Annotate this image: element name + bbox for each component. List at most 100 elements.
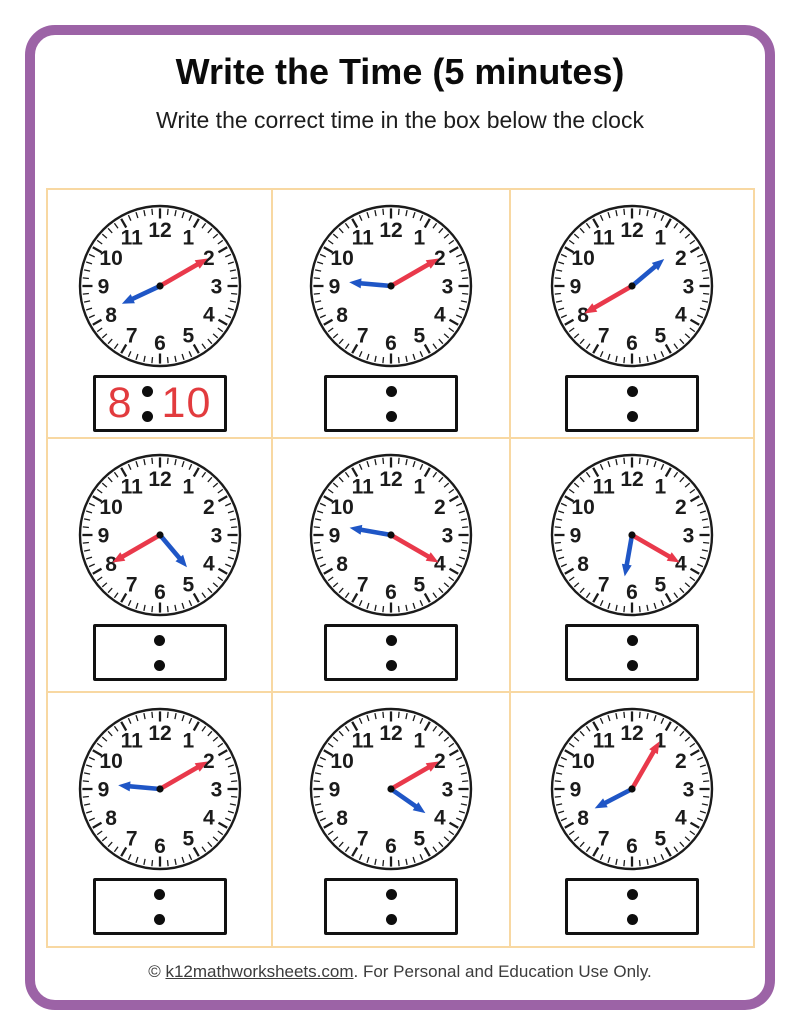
svg-text:4: 4: [675, 553, 687, 576]
svg-text:2: 2: [675, 750, 687, 773]
svg-text:12: 12: [148, 468, 171, 491]
svg-text:9: 9: [97, 525, 109, 548]
svg-text:3: 3: [210, 779, 222, 802]
svg-text:10: 10: [99, 247, 122, 270]
svg-text:4: 4: [434, 553, 446, 576]
svg-text:2: 2: [434, 750, 446, 773]
answer-box[interactable]: 8 10: [92, 375, 227, 432]
svg-text:2: 2: [675, 496, 687, 519]
svg-text:9: 9: [329, 779, 341, 802]
page-subtitle: Write the correct time in the box below …: [156, 107, 644, 133]
svg-text:6: 6: [626, 835, 638, 858]
svg-text:5: 5: [413, 324, 425, 347]
colon-icon: [385, 385, 397, 422]
colon-icon: [626, 385, 638, 422]
svg-text:3: 3: [442, 779, 454, 802]
clock-cell: 1 2 3 4 5 6 7 8 9 10 11 12: [511, 190, 753, 439]
svg-text:3: 3: [210, 525, 222, 548]
svg-text:11: 11: [593, 730, 616, 753]
colon-icon: [626, 634, 638, 671]
svg-text:7: 7: [598, 573, 610, 596]
svg-text:8: 8: [577, 553, 589, 576]
footer-suffix: . For Personal and Education Use Only.: [353, 962, 652, 981]
svg-text:11: 11: [593, 476, 616, 499]
svg-text:1: 1: [654, 227, 666, 250]
svg-text:1: 1: [413, 227, 425, 250]
svg-text:6: 6: [154, 835, 166, 858]
svg-text:4: 4: [434, 304, 446, 327]
copyright-symbol: ©: [148, 962, 166, 981]
worksheet-page: Write the Time (5 minutes) Write the cor…: [25, 25, 775, 1010]
svg-text:11: 11: [120, 227, 143, 250]
colon-icon: [385, 888, 397, 925]
colon-icon: [154, 634, 165, 671]
colon-icon: [141, 385, 153, 422]
svg-text:7: 7: [357, 573, 369, 596]
svg-text:11: 11: [352, 730, 375, 753]
answer-box[interactable]: [92, 878, 227, 935]
svg-text:7: 7: [125, 573, 137, 596]
svg-text:6: 6: [154, 332, 166, 355]
svg-text:9: 9: [329, 525, 341, 548]
svg-text:5: 5: [182, 324, 194, 347]
svg-text:7: 7: [598, 827, 610, 850]
svg-text:3: 3: [210, 276, 222, 299]
svg-text:6: 6: [154, 581, 166, 604]
svg-text:11: 11: [593, 227, 616, 250]
svg-text:11: 11: [120, 476, 143, 499]
svg-text:5: 5: [182, 573, 194, 596]
svg-text:8: 8: [336, 304, 348, 327]
svg-text:12: 12: [148, 722, 171, 745]
svg-text:1: 1: [182, 227, 194, 250]
svg-text:11: 11: [352, 227, 375, 250]
svg-text:2: 2: [434, 247, 446, 270]
svg-text:4: 4: [203, 553, 215, 576]
colon-icon: [626, 888, 638, 925]
svg-text:5: 5: [413, 573, 425, 596]
answer-box[interactable]: [324, 624, 458, 681]
svg-text:7: 7: [357, 827, 369, 850]
svg-text:3: 3: [442, 525, 454, 548]
svg-text:3: 3: [442, 276, 454, 299]
answer-hour: 8: [107, 379, 133, 427]
svg-text:10: 10: [99, 750, 122, 773]
colon-icon: [154, 888, 165, 925]
svg-text:8: 8: [336, 553, 348, 576]
svg-text:4: 4: [675, 304, 687, 327]
answer-box[interactable]: [565, 624, 699, 681]
clock-cell: 1 2 3 4 5 6 7 8 9 10 11 12: [511, 693, 753, 946]
svg-text:7: 7: [125, 827, 137, 850]
svg-text:10: 10: [571, 750, 594, 773]
svg-text:1: 1: [413, 730, 425, 753]
svg-text:10: 10: [330, 496, 353, 519]
svg-text:3: 3: [683, 525, 695, 548]
svg-text:8: 8: [577, 807, 589, 830]
svg-text:4: 4: [203, 304, 215, 327]
svg-text:5: 5: [654, 324, 666, 347]
clock-cell: 1 2 3 4 5 6 7 8 9 10 11 12: [273, 439, 511, 693]
svg-text:6: 6: [385, 332, 397, 355]
svg-text:2: 2: [203, 750, 215, 773]
svg-text:12: 12: [379, 468, 402, 491]
svg-text:4: 4: [203, 807, 215, 830]
svg-text:12: 12: [620, 468, 643, 491]
svg-text:9: 9: [97, 779, 109, 802]
clock-cell: 1 2 3 4 5 6 7 8 9 10 11 12: [273, 693, 511, 946]
svg-text:8: 8: [105, 553, 117, 576]
answer-box[interactable]: [92, 624, 227, 681]
answer-box[interactable]: [565, 375, 699, 432]
svg-text:2: 2: [434, 496, 446, 519]
svg-text:6: 6: [626, 581, 638, 604]
answer-box[interactable]: [324, 878, 458, 935]
svg-text:10: 10: [330, 750, 353, 773]
svg-text:1: 1: [182, 476, 194, 499]
answer-box[interactable]: [565, 878, 699, 935]
answer-box[interactable]: [324, 375, 458, 432]
colon-icon: [385, 634, 397, 671]
site-link[interactable]: k12mathworksheets.com: [165, 962, 354, 981]
